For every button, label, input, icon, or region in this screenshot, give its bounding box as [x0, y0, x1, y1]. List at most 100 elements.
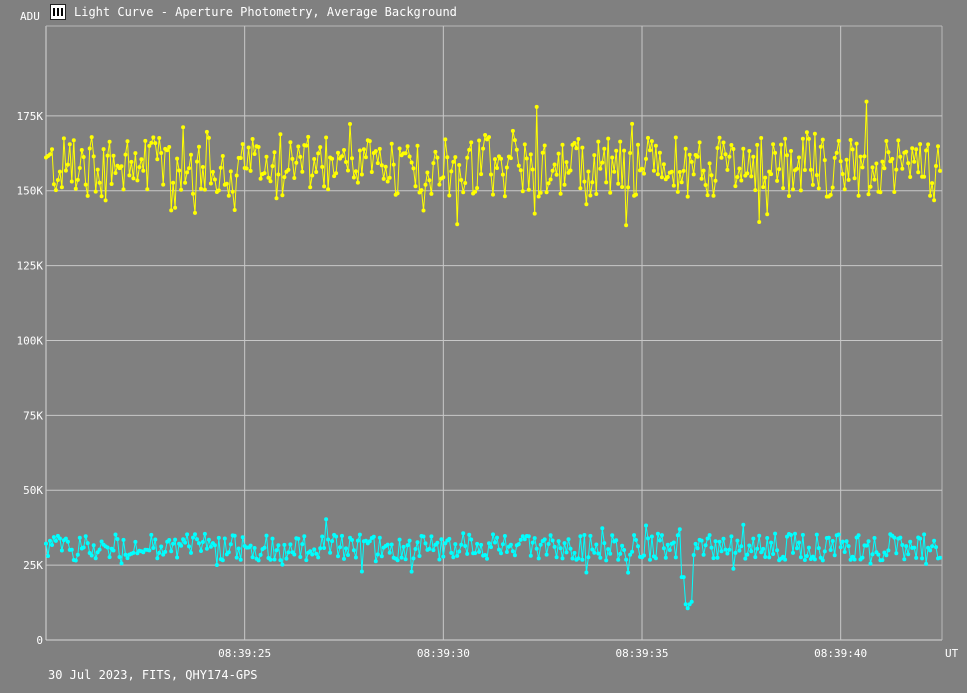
data-point: [737, 548, 742, 553]
data-point: [252, 546, 257, 550]
data-point: [604, 558, 609, 563]
data-point: [189, 152, 193, 157]
data-point: [504, 165, 509, 170]
data-point: [789, 149, 793, 153]
data-point: [685, 606, 690, 611]
data-point: [886, 150, 891, 155]
data-point: [602, 541, 607, 546]
data-point: [312, 157, 317, 161]
data-point: [763, 175, 768, 180]
data-point: [864, 543, 869, 548]
data-point: [916, 170, 921, 175]
data-point: [387, 175, 392, 180]
data-point: [485, 556, 489, 561]
data-point: [926, 142, 931, 147]
data-point: [715, 146, 720, 150]
data-point: [731, 566, 736, 571]
data-point: [179, 187, 184, 192]
data-point: [459, 178, 464, 182]
data-point: [808, 167, 813, 172]
data-point: [97, 547, 102, 552]
y-axis-label: ADU: [20, 10, 40, 23]
data-point: [518, 168, 523, 173]
data-point: [934, 545, 938, 550]
data-point: [761, 546, 766, 551]
data-point: [868, 184, 873, 189]
data-point: [240, 535, 245, 540]
data-point: [608, 190, 613, 195]
data-point: [290, 156, 295, 161]
data-point: [206, 135, 211, 140]
data-point: [876, 552, 881, 557]
data-point: [930, 544, 935, 549]
data-point: [276, 543, 281, 548]
data-point: [673, 135, 678, 140]
data-point: [391, 162, 396, 167]
data-point: [326, 537, 331, 542]
data-point: [542, 143, 547, 148]
data-point: [469, 140, 474, 145]
data-point: [363, 155, 368, 160]
data-point: [479, 172, 484, 177]
data-point: [534, 546, 539, 551]
data-point: [173, 537, 178, 542]
data-point: [745, 552, 750, 557]
data-point: [600, 526, 605, 531]
data-point: [155, 157, 160, 162]
data-point: [646, 536, 650, 541]
data-point: [103, 198, 108, 203]
data-point: [435, 155, 440, 160]
data-point: [642, 171, 646, 176]
data-point: [932, 198, 937, 203]
data-point: [236, 546, 241, 551]
data-point: [77, 535, 82, 540]
data-point: [745, 171, 750, 176]
data-point: [912, 159, 917, 164]
data-point: [81, 155, 86, 159]
data-point: [383, 164, 388, 169]
data-point: [359, 569, 364, 574]
data-point: [461, 531, 466, 536]
data-point: [278, 132, 283, 137]
data-point: [123, 152, 128, 157]
data-point: [544, 552, 549, 557]
data-point: [522, 537, 527, 542]
data-point: [322, 546, 327, 550]
data-point: [202, 187, 207, 192]
light-curve-app-icon[interactable]: [50, 4, 66, 20]
data-point: [93, 556, 98, 561]
data-point: [302, 534, 307, 539]
data-point: [779, 142, 784, 147]
data-point: [300, 169, 305, 174]
data-point: [510, 128, 515, 133]
data-point: [453, 542, 458, 547]
data-point: [310, 173, 315, 178]
data-point: [735, 538, 740, 543]
data-point: [649, 534, 654, 539]
data-point: [373, 559, 378, 564]
data-point: [598, 555, 603, 560]
data-point: [612, 169, 617, 174]
data-point: [532, 211, 537, 216]
data-point: [379, 163, 384, 168]
data-point: [274, 548, 279, 553]
data-point: [898, 154, 903, 159]
data-point: [526, 534, 531, 539]
data-point: [848, 138, 853, 142]
data-point: [751, 536, 756, 541]
data-point: [685, 194, 690, 199]
data-point: [890, 156, 895, 161]
data-point: [663, 555, 668, 560]
data-point: [520, 189, 525, 194]
data-point: [767, 555, 772, 560]
data-point: [399, 555, 404, 560]
data-point: [798, 555, 803, 560]
data-point: [48, 152, 52, 157]
data-point: [836, 532, 841, 537]
data-point: [657, 150, 662, 155]
data-point: [181, 125, 186, 130]
data-point: [757, 220, 762, 224]
data-point: [238, 156, 243, 160]
data-point: [832, 155, 837, 160]
data-point: [773, 531, 778, 536]
